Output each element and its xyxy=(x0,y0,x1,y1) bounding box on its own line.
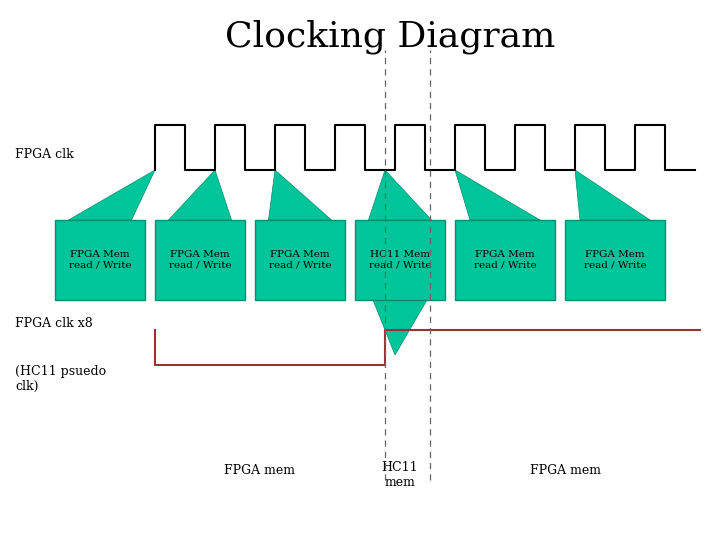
Text: HC11
mem: HC11 mem xyxy=(382,461,418,489)
Text: Clocking Diagram: Clocking Diagram xyxy=(225,20,555,55)
Bar xyxy=(355,220,445,300)
Polygon shape xyxy=(575,170,650,220)
Text: FPGA mem: FPGA mem xyxy=(529,463,600,476)
Text: FPGA Mem
read / Write: FPGA Mem read / Write xyxy=(68,251,131,269)
Text: HC11 Mem
read / Write: HC11 Mem read / Write xyxy=(369,251,431,269)
Polygon shape xyxy=(369,170,431,220)
Text: (HC11 psuedo
clk): (HC11 psuedo clk) xyxy=(15,365,106,393)
Text: FPGA Mem
read / Write: FPGA Mem read / Write xyxy=(168,251,231,269)
Polygon shape xyxy=(68,170,155,220)
Text: FPGA clk: FPGA clk xyxy=(15,148,73,161)
Text: FPGA Mem
read / Write: FPGA Mem read / Write xyxy=(584,251,647,269)
Text: FPGA clk x8: FPGA clk x8 xyxy=(15,317,93,330)
Text: FPGA Mem
read / Write: FPGA Mem read / Write xyxy=(269,251,331,269)
Bar xyxy=(455,220,555,300)
Polygon shape xyxy=(373,300,427,355)
Bar xyxy=(55,220,145,300)
Bar xyxy=(155,220,245,300)
Polygon shape xyxy=(168,170,232,220)
Bar xyxy=(565,220,665,300)
Polygon shape xyxy=(455,170,540,220)
Text: FPGA mem: FPGA mem xyxy=(225,463,295,476)
Text: FPGA Mem
read / Write: FPGA Mem read / Write xyxy=(474,251,536,269)
Bar xyxy=(255,220,345,300)
Polygon shape xyxy=(269,170,331,220)
